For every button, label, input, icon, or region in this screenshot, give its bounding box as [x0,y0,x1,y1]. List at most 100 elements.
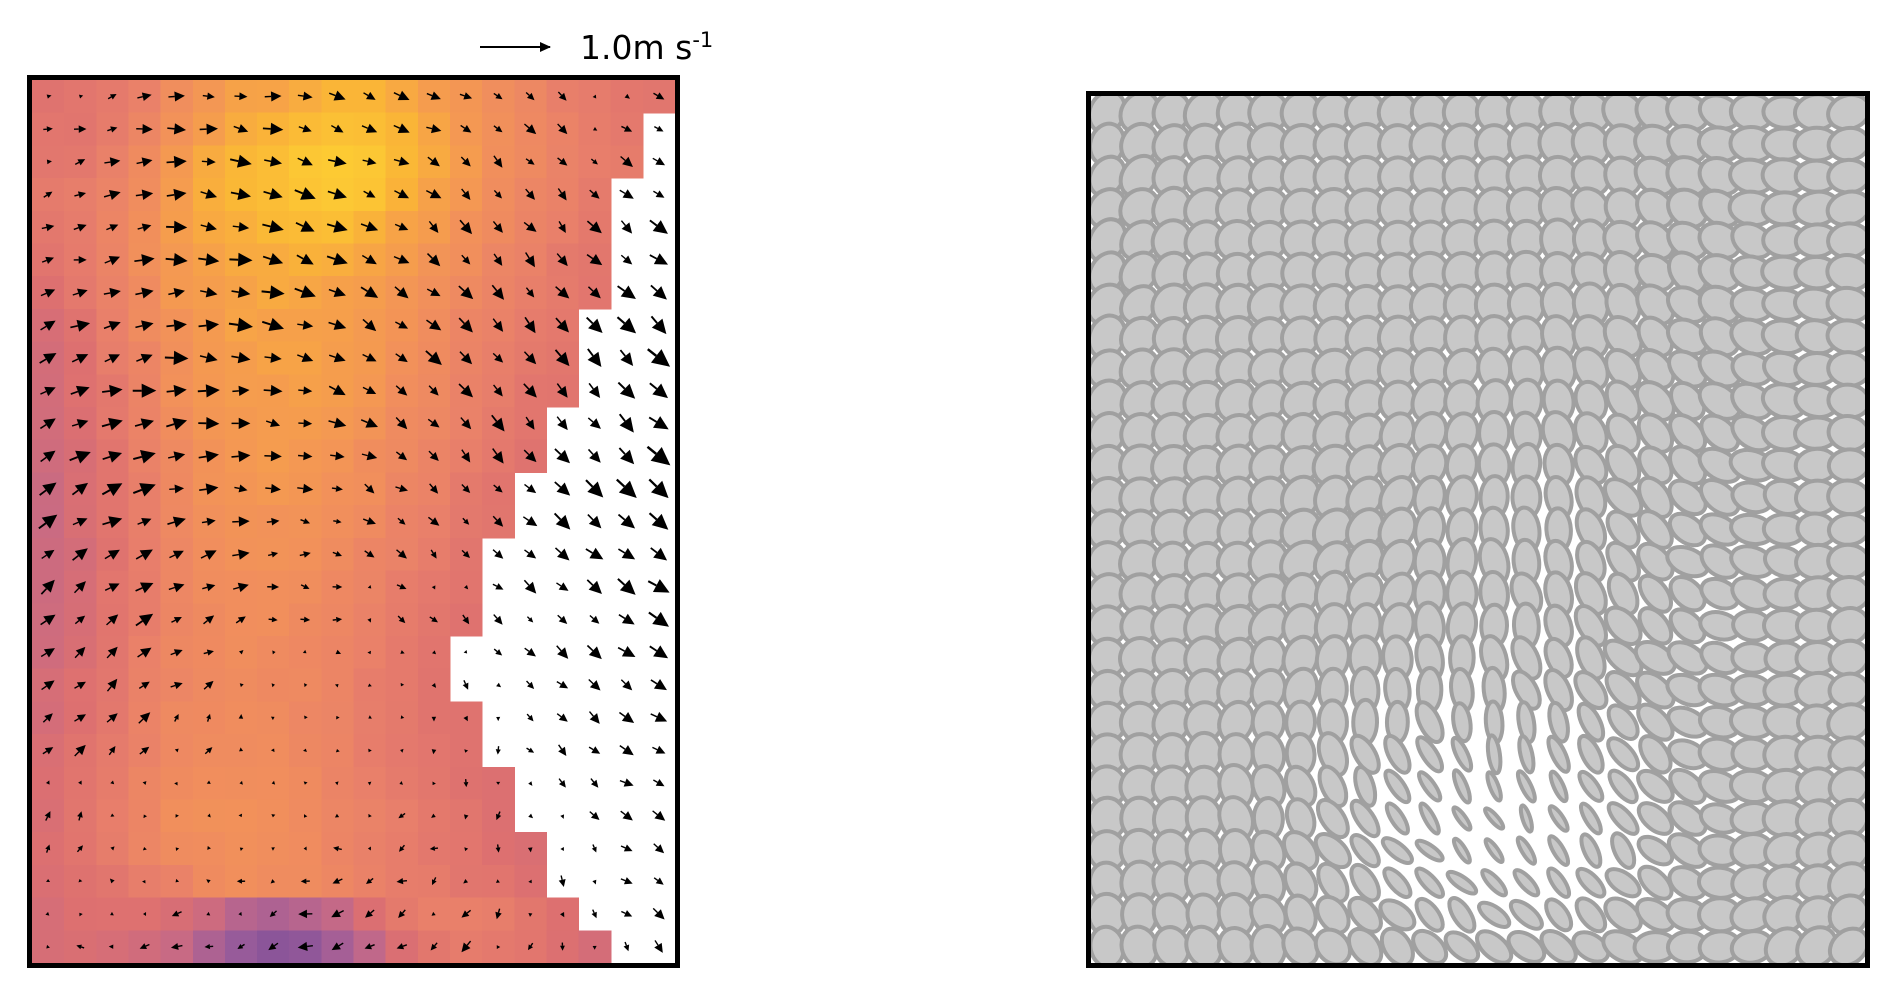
quiver-arrow [590,158,598,165]
quiver-arrow [269,910,277,918]
quiver-arrow [623,941,630,952]
variance-ellipse [1826,512,1865,547]
variance-ellipse [1380,836,1414,866]
quiver-arrow [198,416,220,430]
quiver-arrow [42,747,54,755]
quiver-arrow [169,484,185,494]
quiver-arrow [496,811,502,821]
variance-ellipse [1316,861,1350,904]
quiver-arrow [591,844,597,853]
quiver-arrow [139,943,150,950]
quiver-arrow [461,484,471,494]
quiver-arrow [42,713,53,723]
quiver-arrow [261,285,285,300]
quiver-arrow [198,253,220,266]
quiver-arrow [70,319,91,332]
quiver-arrow [589,614,600,624]
quiver-arrow [104,256,121,266]
variance-ellipse [1118,187,1161,230]
variance-ellipse [1826,542,1865,581]
quiver-arrow [206,879,211,884]
quiver-arrow [261,317,284,331]
quiver-arrow [653,92,665,100]
quiver-arrow [496,781,501,785]
variance-ellipse [1214,218,1258,263]
quiver-arrow [463,649,468,654]
quiver-arrow [393,123,410,133]
quiver-arrow [362,157,377,166]
variance-ellipse [1485,733,1503,776]
quiver-arrow [649,645,669,659]
variance-ellipse [1667,349,1709,389]
quiver-arrow [272,650,276,655]
quiver-arrow [557,614,568,624]
quiver-arrow [204,747,213,755]
quiver-arrow [652,907,665,920]
variance-ellipse [1183,508,1225,551]
quiver-arrow [648,512,669,530]
quiver-arrow [44,811,51,821]
quiver-arrow [523,579,537,594]
quiver-arrow [174,748,179,753]
quiver-arrow [166,384,187,397]
variance-ellipse [1281,830,1320,872]
variance-ellipse [1379,926,1415,963]
quiver-arrow [69,450,91,464]
quiver-arrow [586,644,602,660]
quiver-arrow [553,512,571,530]
quiver-arrow [647,579,670,593]
quiver-arrow [619,745,634,756]
quiver-arrow [586,253,603,266]
quiver-arrow [620,679,633,691]
variance-ellipse [1827,893,1865,937]
quiver-arrow [262,220,284,233]
quiver-arrow [617,645,636,657]
variance-ellipse [1697,381,1743,421]
quiver-arrow [426,124,442,134]
quiver-arrow [78,878,83,883]
quiver-arrow [461,940,472,953]
quiver-arrow [368,715,372,719]
quiver-arrow [263,384,283,397]
quiver-arrow [554,448,571,464]
variance-ellipse [1445,869,1479,896]
quiver-arrow [39,418,56,430]
quiver-arrow [362,318,377,332]
quiver-arrow [136,353,153,364]
quiver-arrow [554,349,570,367]
quiver-arrow [170,649,183,657]
quiver-arrow [41,223,55,232]
right-panel-variance-ellipses[interactable] [1086,91,1870,968]
variance-ellipse [1515,835,1538,866]
quiver-arrow [360,417,378,428]
quiver-arrow [493,648,503,656]
quiver-arrow [108,944,114,949]
quiver-arrow [556,253,568,267]
variance-ellipse [1546,734,1571,774]
quiver-arrow [200,188,218,199]
left-panel-velocity-magnitude[interactable] [27,75,680,968]
variance-ellipse [1698,316,1741,358]
variance-ellipse [1579,832,1603,869]
quiver-arrow [556,645,569,659]
variance-ellipse [1573,444,1609,486]
quiver-arrow [238,813,243,818]
quiver-arrow [586,316,603,333]
quiver-arrow [78,780,82,785]
quiver-arrow [200,286,218,298]
quiver-arrow [332,551,342,557]
quiver-arrow [364,943,375,950]
variance-ellipse [1666,640,1709,676]
quiver-arrow [587,417,601,429]
quiver-arrow [46,94,52,99]
quiver-arrow [493,253,503,266]
variance-ellipse [1483,837,1505,864]
quiver-arrow [73,125,87,133]
quiver-arrow [461,909,472,918]
quiver-arrow [525,287,535,298]
quiver-arrow [492,352,504,363]
variance-ellipse [1450,735,1474,773]
quiver-arrow [464,847,469,852]
quiver-arrow [624,93,630,99]
quiver-arrow [173,713,179,722]
